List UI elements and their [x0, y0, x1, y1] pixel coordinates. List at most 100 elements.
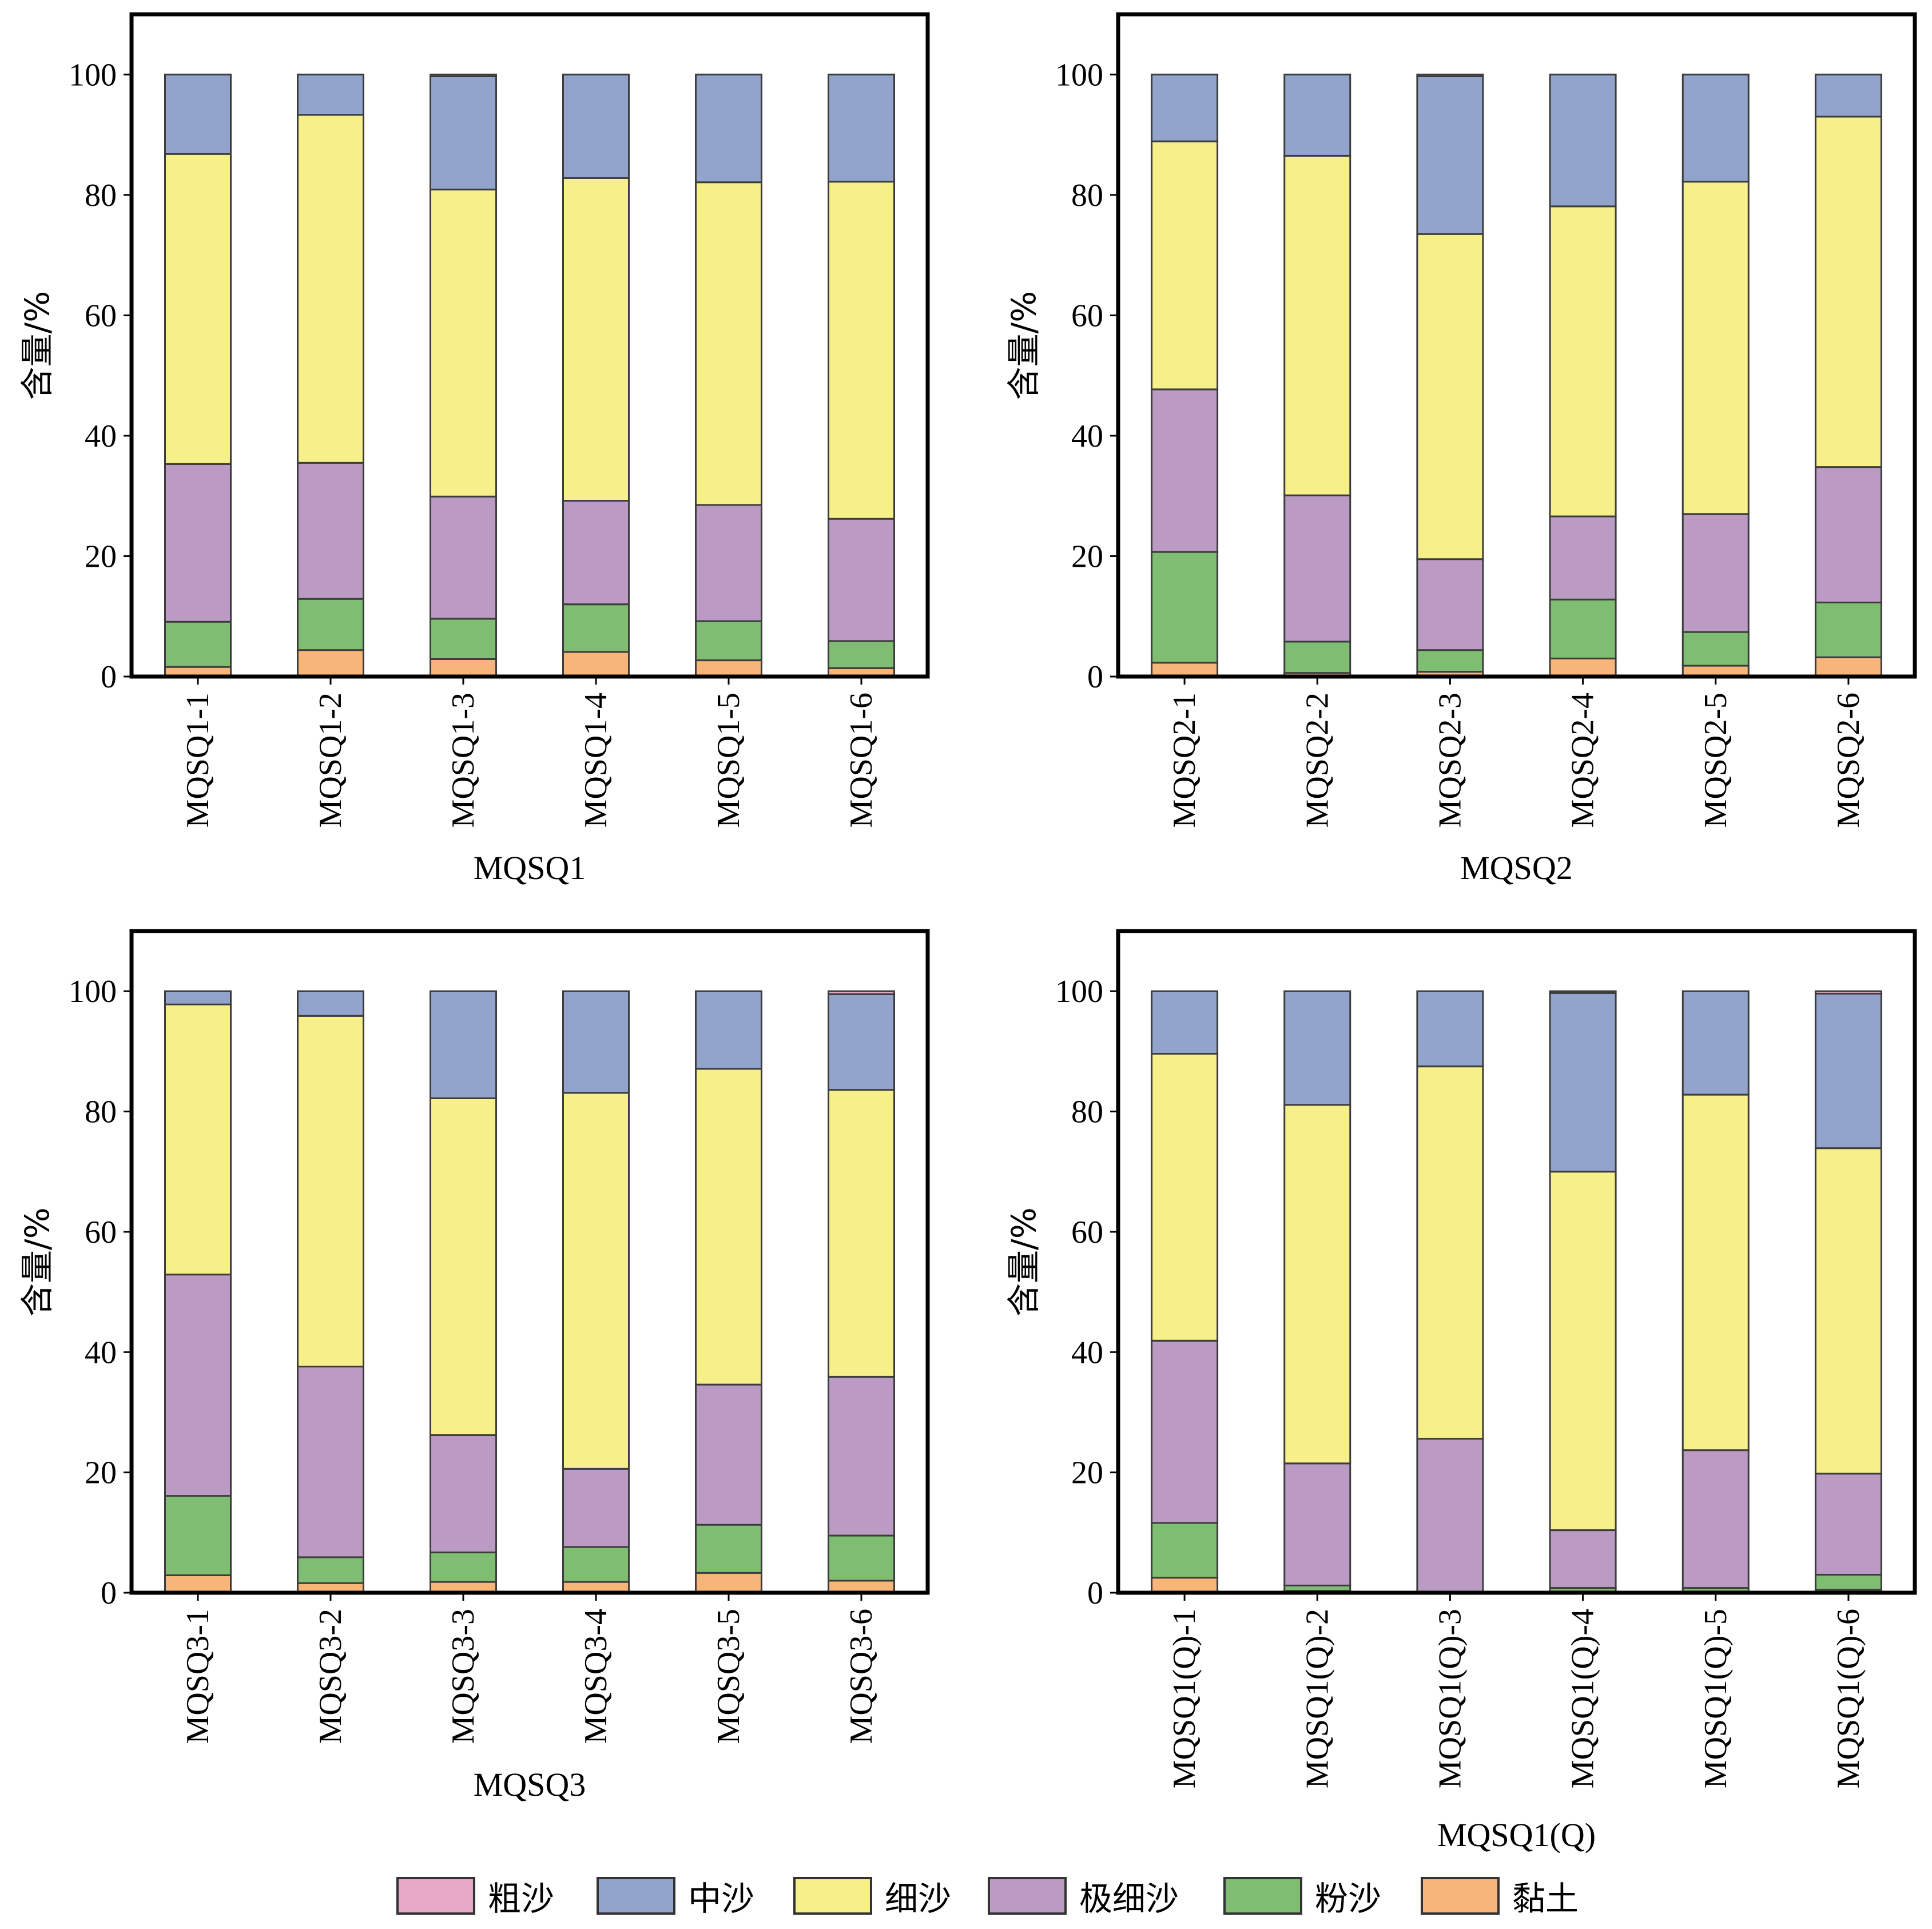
- panel-2-bar-5-fine-sand: [1681, 181, 1750, 515]
- panel-2-bar-2-very-fine-sand: [1283, 494, 1351, 643]
- panel-2-ytick-label-2: 20: [1071, 539, 1103, 574]
- panel-1-bar-3-fine-sand: [430, 188, 497, 498]
- panel-1-xtick-label-6: MQSQ1-6: [844, 693, 879, 828]
- panel-2-bar-3-silt: [1416, 649, 1484, 673]
- panel-2-xlabel: MQSQ2: [1460, 849, 1573, 886]
- panel-4-bar-5-very-fine-sand: [1681, 1449, 1750, 1589]
- panel-1-bar-4-silt: [562, 603, 630, 653]
- panel-3-xlabel: MQSQ3: [474, 1766, 586, 1803]
- panel-3-xtick-label-2: MQSQ3-2: [313, 1609, 348, 1744]
- panel-4-bar-6-silt: [1814, 1573, 1882, 1591]
- panel-4-bar-5-fine-sand: [1681, 1093, 1750, 1451]
- legend-swatch-clay: [1421, 1877, 1500, 1915]
- panel-2-xtick-label-1: MQSQ2-1: [1167, 693, 1202, 828]
- panel-4-xtick-label-2: MQSQ1(Q)-2: [1299, 1609, 1335, 1788]
- panel-2-bar-4-medium-sand: [1549, 73, 1617, 208]
- panel-2-bar-5-silt: [1681, 631, 1750, 667]
- panel-2-xtick-label-6: MQSQ2-6: [1831, 693, 1866, 828]
- legend-item-very-fine-sand: 极细沙: [988, 1873, 1179, 1919]
- panel-2-ylabel: 含量/%: [1004, 291, 1043, 400]
- panel-4-xtick-label-6: MQSQ1(Q)-6: [1831, 1609, 1866, 1788]
- panel-4-xtick-label-4: MQSQ1(Q)-4: [1565, 1609, 1601, 1788]
- panel-1-bar-6-very-fine-sand: [828, 518, 895, 642]
- panel-1-bar-5-silt: [695, 620, 762, 662]
- panel-2-xtick-label-4: MQSQ2-4: [1565, 693, 1601, 828]
- panel-2-xtick-label-2: MQSQ2-2: [1299, 693, 1335, 828]
- panel-1-bar-3-very-fine-sand: [430, 495, 497, 620]
- panel-1-ytick-label-5: 80: [85, 178, 117, 213]
- panel-4-bar-3-very-fine-sand: [1416, 1438, 1484, 1594]
- panel-3-xtick-label-4: MQSQ3-4: [578, 1609, 614, 1744]
- panel-4-bar-2-fine-sand: [1283, 1104, 1351, 1465]
- legend-item-medium-sand: 中沙: [597, 1873, 754, 1919]
- panel-3-bar-4-medium-sand: [562, 990, 630, 1094]
- panel-4-bar-5-medium-sand: [1681, 990, 1750, 1096]
- panel-2-bar-3-coarse-sand: [1416, 73, 1484, 77]
- panel-1-ytick-label-4: 60: [85, 298, 117, 333]
- panel-2-bar-3-fine-sand: [1416, 233, 1484, 560]
- panel-4-xtick-label-1: MQSQ1(Q)-1: [1167, 1609, 1202, 1788]
- panel-2-bar-5-very-fine-sand: [1681, 513, 1750, 633]
- panel-1-bar-1-medium-sand: [164, 73, 232, 155]
- legend-swatch-silt: [1223, 1877, 1302, 1915]
- panel-3-bar-6-medium-sand: [828, 993, 895, 1091]
- panel-4-bar-1-fine-sand: [1151, 1053, 1219, 1342]
- panel-4-bar-1-clay: [1151, 1577, 1219, 1594]
- panel-1-xlabel: MQSQ1: [474, 849, 586, 886]
- panel-4-ytick-label-6: 100: [1055, 974, 1103, 1009]
- panel-3-bar-3-medium-sand: [430, 990, 497, 1099]
- panel-4-ytick-label-3: 40: [1071, 1335, 1103, 1370]
- panel-3-ytick-label-4: 60: [85, 1215, 117, 1250]
- panel-3-bar-2-very-fine-sand: [297, 1366, 364, 1558]
- panel-2-bar-2-medium-sand: [1283, 73, 1351, 157]
- panel-1-bar-6-medium-sand: [828, 73, 895, 183]
- panel-4-ytick-label-1: 0: [1087, 1576, 1103, 1611]
- legend-item-coarse-sand: 粗沙: [396, 1873, 554, 1919]
- panel-1-bar-5-very-fine-sand: [695, 504, 762, 622]
- panel-3-bar-1-clay: [164, 1574, 232, 1594]
- panel-3-bar-5-silt: [695, 1524, 762, 1574]
- panel-1-ytick-label-2: 20: [85, 539, 117, 574]
- panel-4-bar-2-medium-sand: [1283, 990, 1351, 1106]
- panel-1-bar-2-clay: [297, 649, 364, 678]
- legend-label-fine-sand: 细沙: [885, 1879, 952, 1918]
- panel-2-bar-5-medium-sand: [1681, 73, 1750, 183]
- panel-3-bar-5-very-fine-sand: [695, 1383, 762, 1526]
- panel-3-bar-4-very-fine-sand: [562, 1467, 630, 1548]
- panel-4-bar-3-fine-sand: [1416, 1065, 1484, 1440]
- panel-3-xtick-label-1: MQSQ3-1: [180, 1609, 216, 1744]
- panel-1-bar-2-silt: [297, 598, 364, 651]
- panel-4-bar-1-medium-sand: [1151, 990, 1219, 1055]
- panel-4-ytick-label-4: 60: [1071, 1215, 1103, 1250]
- legend-label-very-fine-sand: 极细沙: [1079, 1879, 1179, 1918]
- panel-1-bar-1-very-fine-sand: [164, 463, 232, 623]
- panel-2-ytick-label-4: 60: [1071, 298, 1103, 333]
- panel-4-xlabel: MQSQ1(Q): [1437, 1816, 1596, 1854]
- panel-1-xtick-label-4: MQSQ1-4: [578, 693, 614, 828]
- panel-3-bar-1-very-fine-sand: [164, 1274, 232, 1497]
- panel-3-bar-1-fine-sand: [164, 1003, 232, 1276]
- panel-4-bar-6-coarse-sand: [1814, 990, 1882, 995]
- panel-4-bar-3-medium-sand: [1416, 990, 1484, 1068]
- panel-2-bar-6-silt: [1814, 602, 1882, 658]
- panel-2-frame: [1116, 12, 1917, 679]
- panel-3-bar-2-silt: [297, 1556, 364, 1584]
- panel-3-ytick-label-3: 40: [85, 1335, 117, 1370]
- panel-1-bar-3-clay: [430, 658, 497, 678]
- panel-2-bar-4-fine-sand: [1549, 205, 1617, 518]
- panel-1-bar-5-fine-sand: [695, 181, 762, 506]
- panel-1-bar-6-fine-sand: [828, 181, 895, 520]
- panel-1-bar-2-very-fine-sand: [297, 462, 364, 600]
- panel-3-xtick-label-5: MQSQ3-5: [711, 1609, 746, 1744]
- panel-2-bar-1-medium-sand: [1151, 73, 1219, 142]
- panel-2-ytick-label-5: 80: [1071, 178, 1103, 213]
- panel-1-bar-6-silt: [828, 640, 895, 669]
- panel-3-ytick-label-5: 80: [85, 1095, 117, 1130]
- panel-1-bar-5-clay: [695, 659, 762, 678]
- panel-3-bar-5-medium-sand: [695, 990, 762, 1070]
- panel-2-bar-3-medium-sand: [1416, 75, 1484, 235]
- legend-item-silt: 粉沙: [1223, 1873, 1381, 1919]
- panel-2-bar-6-very-fine-sand: [1814, 466, 1882, 604]
- panel-2-bar-6-clay: [1814, 656, 1882, 678]
